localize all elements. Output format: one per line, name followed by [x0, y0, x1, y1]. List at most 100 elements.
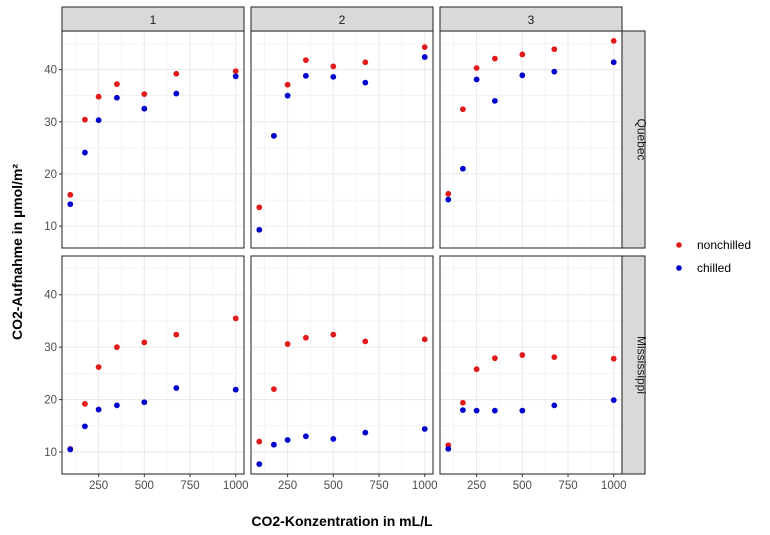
- panel-background: [440, 31, 622, 248]
- strip-background: [621, 30, 646, 249]
- strip-col-1: 1: [61, 6, 245, 32]
- strip-background: [61, 6, 245, 32]
- panel-background: [251, 31, 433, 248]
- y-tick-label: 30: [44, 342, 57, 354]
- y-tick-label: 10: [44, 447, 57, 459]
- point-nonchilled: [302, 334, 309, 341]
- point-chilled: [67, 201, 74, 208]
- panel-background: [62, 256, 244, 474]
- point-chilled: [173, 90, 180, 97]
- y-tick-label: 30: [44, 117, 57, 129]
- point-chilled: [270, 132, 277, 139]
- panel-mississippi-2: [250, 255, 434, 475]
- legend-label-nonchilled: nonchilled: [697, 238, 751, 252]
- x-tick-label: 500: [324, 480, 343, 492]
- panel-quebec-1: [61, 30, 245, 249]
- y-tick-label: 20: [44, 395, 57, 407]
- point-nonchilled: [284, 341, 291, 347]
- point-nonchilled: [551, 354, 558, 361]
- strip-row-mississippi: Mississippi: [621, 255, 649, 475]
- point-nonchilled: [256, 204, 263, 211]
- point-chilled: [256, 226, 263, 233]
- x-tick-label: 250: [467, 480, 486, 492]
- point-nonchilled: [473, 65, 480, 71]
- point-nonchilled: [141, 91, 148, 97]
- y-tick-label: 40: [44, 290, 57, 302]
- panel-border: [61, 255, 245, 475]
- point-chilled: [232, 73, 239, 80]
- y-tick-label: 20: [44, 169, 57, 181]
- point-chilled: [330, 73, 337, 80]
- point-chilled: [330, 436, 337, 442]
- point-chilled: [491, 97, 498, 104]
- y-axis-title: CO2-Aufnahme in µmol/m²: [9, 164, 25, 340]
- point-chilled: [95, 406, 102, 413]
- strip-label: 1: [150, 13, 157, 27]
- point-nonchilled: [491, 55, 498, 62]
- point-nonchilled: [113, 81, 120, 88]
- point-chilled: [362, 429, 369, 436]
- point-chilled: [362, 79, 369, 86]
- point-nonchilled: [445, 190, 452, 197]
- point-nonchilled: [491, 355, 498, 362]
- strip-background: [621, 255, 646, 475]
- point-nonchilled: [173, 331, 180, 338]
- point-nonchilled: [362, 59, 369, 66]
- point-chilled: [141, 399, 148, 406]
- point-nonchilled: [270, 386, 277, 393]
- x-axis-title: CO2-Konzentration in mL/L: [251, 513, 433, 529]
- point-chilled: [610, 397, 617, 404]
- point-nonchilled: [232, 68, 239, 75]
- x-tick-label: 750: [558, 480, 577, 492]
- point-nonchilled: [81, 400, 88, 407]
- point-chilled: [445, 196, 452, 203]
- point-chilled: [421, 426, 428, 432]
- point-nonchilled: [256, 438, 263, 445]
- point-chilled: [610, 59, 617, 66]
- panel-mississippi-3: [439, 255, 623, 475]
- point-nonchilled: [362, 338, 369, 345]
- point-chilled: [519, 407, 526, 414]
- point-nonchilled: [519, 352, 526, 358]
- point-chilled: [284, 437, 291, 443]
- point-nonchilled: [421, 336, 428, 343]
- point-nonchilled: [610, 355, 617, 362]
- point-chilled: [459, 165, 466, 172]
- strip-row-quebec: Quebec: [621, 30, 649, 249]
- x-tick-label: 1000: [223, 480, 249, 492]
- point-chilled: [302, 433, 309, 440]
- x-tick-label: 250: [89, 480, 108, 492]
- point-chilled: [519, 72, 526, 79]
- point-chilled: [445, 445, 452, 452]
- point-chilled: [421, 54, 428, 60]
- strip-background: [250, 6, 434, 32]
- panels-layer: [61, 30, 623, 475]
- point-chilled: [551, 402, 558, 409]
- panel-quebec-3: [439, 30, 623, 249]
- point-chilled: [81, 149, 88, 156]
- point-chilled: [81, 423, 88, 430]
- point-chilled: [113, 94, 120, 101]
- x-tick-label: 1000: [601, 480, 627, 492]
- panel-background: [62, 31, 244, 248]
- point-nonchilled: [95, 93, 102, 100]
- point-nonchilled: [330, 63, 337, 70]
- panel-background: [251, 256, 433, 474]
- point-chilled: [459, 407, 466, 413]
- point-chilled: [473, 407, 480, 414]
- point-chilled: [173, 385, 180, 391]
- point-chilled: [551, 68, 558, 75]
- y-tick-label: 40: [44, 65, 57, 77]
- strip-label: Quebec: [635, 118, 649, 160]
- strip-background: [439, 6, 623, 32]
- point-nonchilled: [113, 344, 120, 351]
- y-tick-label: 10: [44, 221, 57, 233]
- legend-key-chilled: [676, 265, 682, 271]
- x-tick-label: 500: [513, 480, 532, 492]
- point-chilled: [95, 117, 102, 124]
- point-nonchilled: [81, 116, 88, 123]
- point-nonchilled: [141, 339, 148, 346]
- point-nonchilled: [330, 331, 337, 338]
- point-nonchilled: [67, 191, 74, 198]
